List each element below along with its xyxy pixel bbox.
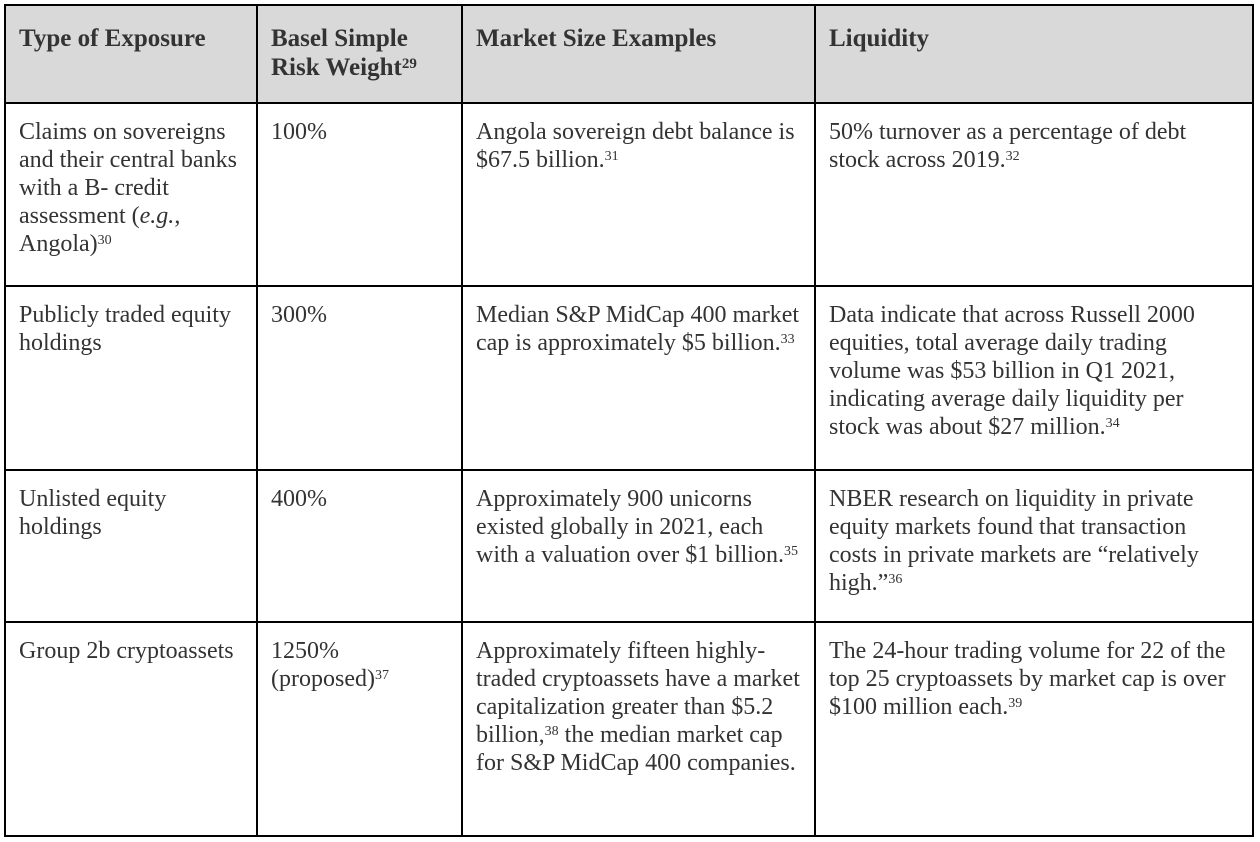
header-text: Basel Simple Risk Weight29 — [271, 25, 417, 81]
cell-text: 50% turnover as a percentage of debt sto… — [829, 119, 1187, 173]
cell-text: Angola sovereign debt balance is $67.5 b… — [476, 119, 795, 173]
footnote-ref: 33 — [780, 332, 795, 347]
cell-weight: 400% — [256, 469, 463, 623]
cell-market: Approximately fifteen highly-traded cryp… — [461, 621, 816, 837]
cell-text: Claims on sovereigns and their central b… — [19, 119, 237, 257]
cell-liquidity: The 24-hour trading volume for 22 of the… — [814, 621, 1254, 837]
cell-exposure: Unlisted equity holdings — [4, 469, 258, 623]
cell-liquidity: 50% turnover as a percentage of debt sto… — [814, 102, 1254, 287]
table-row: Group 2b cryptoassets 1250% (proposed)37… — [4, 621, 1254, 837]
header-market-size: Market Size Examples — [461, 4, 816, 104]
header-text: Liquidity — [829, 25, 930, 52]
cell-text: NBER research on liquidity in private eq… — [829, 486, 1199, 596]
cell-text: The 24-hour trading volume for 22 of the… — [829, 638, 1226, 720]
cell-market: Approximately 900 unicorns existed globa… — [461, 469, 816, 623]
cell-market: Angola sovereign debt balance is $67.5 b… — [461, 102, 816, 287]
cell-exposure: Group 2b cryptoassets — [4, 621, 258, 837]
footnote-ref: 32 — [1005, 149, 1020, 164]
cell-text: 300% — [271, 302, 327, 328]
table-row: Unlisted equity holdings 400% Approximat… — [4, 469, 1254, 623]
header-basel-risk-weight: Basel Simple Risk Weight29 — [256, 4, 463, 104]
header-liquidity: Liquidity — [814, 4, 1254, 104]
header-text: Type of Exposure — [19, 25, 206, 52]
table-row: Claims on sovereigns and their central b… — [4, 102, 1254, 287]
footnote-ref: 35 — [783, 544, 798, 559]
cell-text: Publicly traded equity holdings — [19, 302, 231, 356]
cell-exposure: Publicly traded equity holdings — [4, 285, 258, 471]
risk-weight-table: Type of Exposure Basel Simple Risk Weigh… — [4, 4, 1254, 837]
footnote-ref: 39 — [1008, 696, 1023, 711]
footnote-ref: 29 — [401, 56, 417, 72]
cell-text: Median S&P MidCap 400 market cap is appr… — [476, 302, 800, 356]
footnote-ref: 37 — [374, 668, 389, 683]
cell-market: Median S&P MidCap 400 market cap is appr… — [461, 285, 816, 471]
cell-text: Approximately fifteen highly-traded cryp… — [476, 638, 800, 776]
footnote-ref: 36 — [888, 572, 903, 587]
cell-liquidity: Data indicate that across Russell 2000 e… — [814, 285, 1254, 471]
cell-weight: 300% — [256, 285, 463, 471]
cell-text: Approximately 900 unicorns existed globa… — [476, 486, 798, 568]
cell-text: Group 2b cryptoassets — [19, 638, 234, 664]
header-type-of-exposure: Type of Exposure — [4, 4, 258, 104]
table-row: Publicly traded equity holdings 300% Med… — [4, 285, 1254, 471]
footnote-ref: 34 — [1105, 416, 1120, 431]
header-row: Type of Exposure Basel Simple Risk Weigh… — [4, 4, 1254, 104]
cell-text-italic: e.g. — [139, 203, 175, 229]
cell-text: 1250% (proposed)37 — [271, 638, 389, 692]
header-text: Market Size Examples — [476, 25, 717, 52]
cell-weight: 100% — [256, 102, 463, 287]
cell-text: 400% — [271, 486, 327, 512]
cell-text: the median market cap for S&P MidCap 400… — [476, 722, 796, 776]
footnote-ref: 31 — [604, 149, 619, 164]
cell-text: Unlisted equity holdings — [19, 486, 167, 540]
cell-liquidity: NBER research on liquidity in private eq… — [814, 469, 1254, 623]
cell-exposure: Claims on sovereigns and their central b… — [4, 102, 258, 287]
footnote-ref: 30 — [97, 233, 112, 248]
cell-text: 100% — [271, 119, 327, 145]
cell-text: Data indicate that across Russell 2000 e… — [829, 302, 1195, 440]
cell-text: , Angola) — [19, 203, 181, 257]
cell-weight: 1250% (proposed)37 — [256, 621, 463, 837]
footnote-ref: 38 — [544, 724, 559, 739]
